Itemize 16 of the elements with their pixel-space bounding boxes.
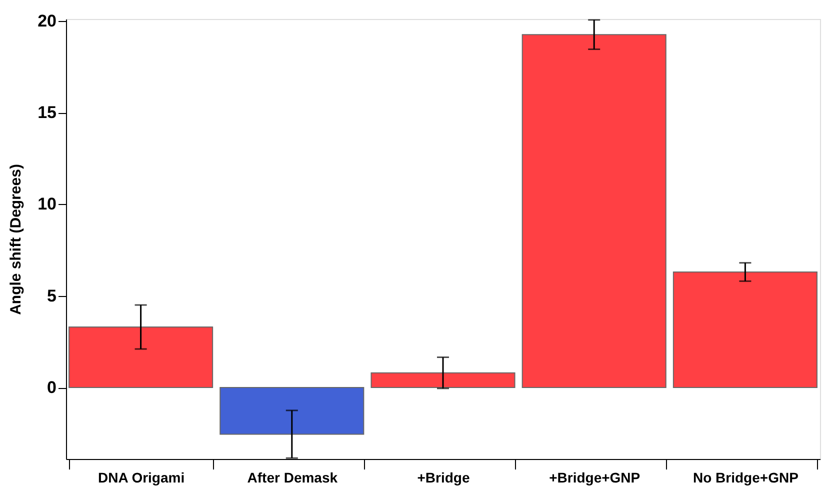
bar xyxy=(220,387,364,435)
bar xyxy=(672,272,818,388)
y-tick-label: 10 xyxy=(38,194,56,214)
x-tick-label: +Bridge+GNP xyxy=(549,470,640,486)
y-tick-label: 15 xyxy=(38,103,56,122)
y-tick-label: 0 xyxy=(47,378,56,397)
x-tick-label: No Bridge+GNP xyxy=(693,470,798,486)
bar xyxy=(370,372,516,388)
y-tick-label: 5 xyxy=(47,286,56,306)
bar xyxy=(68,326,214,388)
bar xyxy=(522,34,666,388)
y-axis-title: Angle shift (Degrees) xyxy=(8,164,25,315)
x-tick-label: +Bridge xyxy=(417,470,470,486)
x-tick-label: After Demask xyxy=(247,470,338,486)
x-tick-label: DNA Origami xyxy=(98,470,185,486)
y-tick-label: 20 xyxy=(38,11,56,30)
